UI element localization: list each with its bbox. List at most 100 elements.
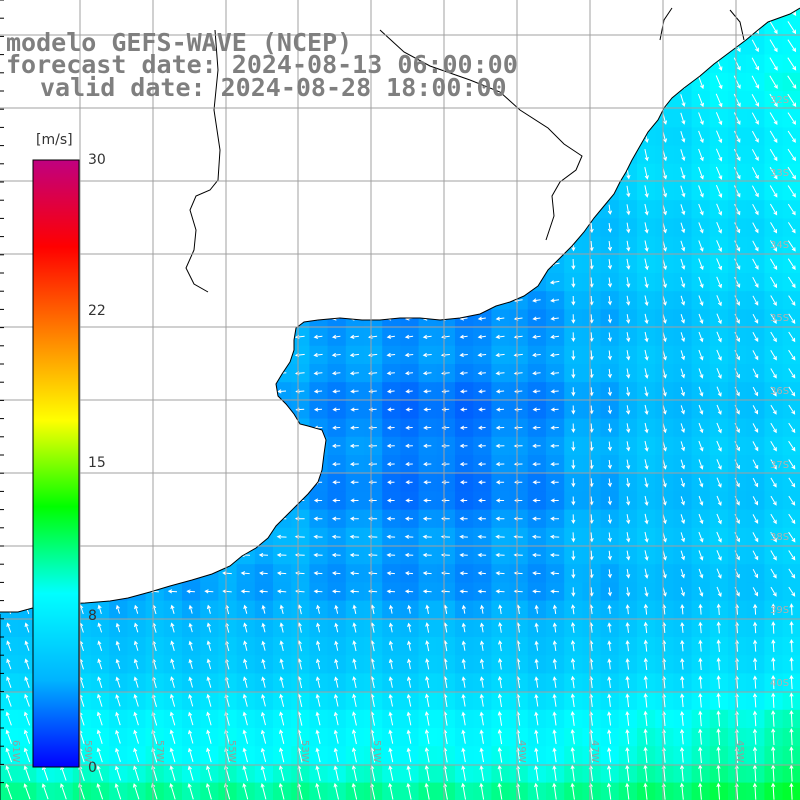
wind-arrow	[789, 674, 794, 690]
wind-arrow	[497, 675, 503, 689]
wind-arrow	[680, 277, 686, 289]
wind-arrow	[313, 389, 323, 394]
wind-arrow	[752, 332, 759, 343]
wind-arrow	[716, 459, 722, 470]
wind-arrow	[550, 443, 560, 449]
wind-arrow	[206, 729, 212, 744]
wind-arrow	[698, 728, 703, 745]
wind-arrow	[770, 276, 778, 289]
wind-arrow	[114, 783, 122, 800]
wind-arrow	[644, 166, 649, 180]
wind-arrow	[352, 658, 357, 670]
wind-arrow	[550, 371, 560, 376]
wind-arrow	[115, 622, 121, 633]
wind-arrow	[716, 550, 722, 561]
wind-arrow	[424, 693, 430, 707]
wind-arrow	[643, 603, 649, 615]
wind-arrow	[752, 313, 759, 324]
wind-arrow	[115, 711, 121, 726]
wind-arrow	[5, 747, 13, 763]
wind-arrow	[532, 352, 541, 358]
wind-arrow	[349, 571, 359, 576]
lat-label: 32S	[770, 95, 790, 106]
wind-arrow	[350, 480, 359, 485]
wind-arrow	[644, 185, 649, 198]
wind-arrow	[115, 676, 121, 688]
wind-arrow	[389, 604, 394, 614]
wind-arrow	[405, 443, 413, 449]
wind-arrow	[404, 371, 414, 376]
wind-arrow	[404, 516, 414, 521]
wind-arrow	[550, 334, 560, 339]
wind-arrow	[769, 75, 778, 89]
wind-arrow	[495, 425, 505, 430]
wind-arrow	[770, 586, 777, 597]
wind-arrow	[498, 622, 503, 633]
wind-arrow	[331, 334, 341, 339]
wind-arrow	[532, 407, 541, 412]
wind-arrow	[571, 423, 576, 433]
wind-arrow	[349, 334, 359, 339]
lat-label: 40S	[770, 678, 790, 689]
wind-arrow	[495, 480, 505, 485]
wind-arrow	[422, 534, 432, 539]
wind-arrow	[644, 568, 649, 579]
wind-arrow	[625, 657, 630, 670]
valid-date: valid date: 2024-08-28 18:00:00	[40, 73, 507, 102]
wind-arrow	[787, 203, 796, 216]
wind-arrow	[386, 352, 396, 358]
wind-arrow	[788, 386, 796, 397]
wind-arrow	[716, 692, 721, 708]
wind-arrow	[644, 222, 649, 234]
wind-arrow	[698, 568, 704, 579]
wind-arrow	[571, 550, 576, 561]
wind-arrow	[24, 622, 30, 633]
wind-arrow	[23, 765, 31, 781]
lon-label: 53W	[299, 740, 310, 763]
wind-arrow	[698, 639, 703, 652]
wind-arrow	[258, 552, 269, 558]
wind-arrow	[532, 334, 541, 339]
wind-arrow	[422, 516, 432, 521]
wind-arrow	[331, 534, 341, 539]
wind-arrow	[752, 692, 758, 708]
wind-arrow	[534, 782, 539, 800]
colorbar-graphic	[32, 159, 80, 768]
wind-arrow	[332, 425, 341, 430]
wind-arrow	[5, 783, 13, 800]
wind-arrow	[425, 675, 430, 689]
wind-arrow	[607, 604, 612, 614]
wind-arrow	[698, 746, 703, 764]
wind-arrow	[386, 571, 395, 576]
wind-arrow	[188, 604, 193, 614]
wind-arrow	[571, 405, 576, 415]
wind-arrow	[625, 639, 630, 652]
wind-arrow	[680, 657, 685, 670]
wind-arrow	[388, 693, 393, 707]
wind-arrow	[607, 550, 612, 561]
wind-arrow	[788, 550, 796, 561]
wind-arrow	[423, 389, 432, 394]
wind-arrow	[461, 676, 466, 688]
wind-arrow	[570, 639, 576, 652]
wind-arrow	[260, 729, 267, 744]
wind-arrow	[260, 765, 267, 781]
wind-arrow	[351, 729, 357, 745]
wind-arrow	[752, 728, 758, 745]
wind-arrow	[495, 371, 505, 376]
wind-arrow	[698, 621, 703, 634]
wind-arrow	[571, 514, 576, 525]
wind-arrow	[680, 587, 685, 597]
wind-arrow	[260, 782, 267, 800]
wind-arrow	[478, 389, 486, 394]
wind-arrow	[751, 75, 760, 89]
wind-arrow	[788, 531, 796, 543]
wind-arrow	[789, 621, 794, 634]
wind-arrow	[789, 638, 794, 653]
wind-arrow	[188, 676, 193, 688]
wind-arrow	[607, 496, 612, 506]
wind-arrow	[261, 604, 266, 614]
wind-arrow	[771, 746, 776, 764]
wind-arrow	[313, 407, 323, 412]
wind-arrow	[716, 710, 721, 727]
